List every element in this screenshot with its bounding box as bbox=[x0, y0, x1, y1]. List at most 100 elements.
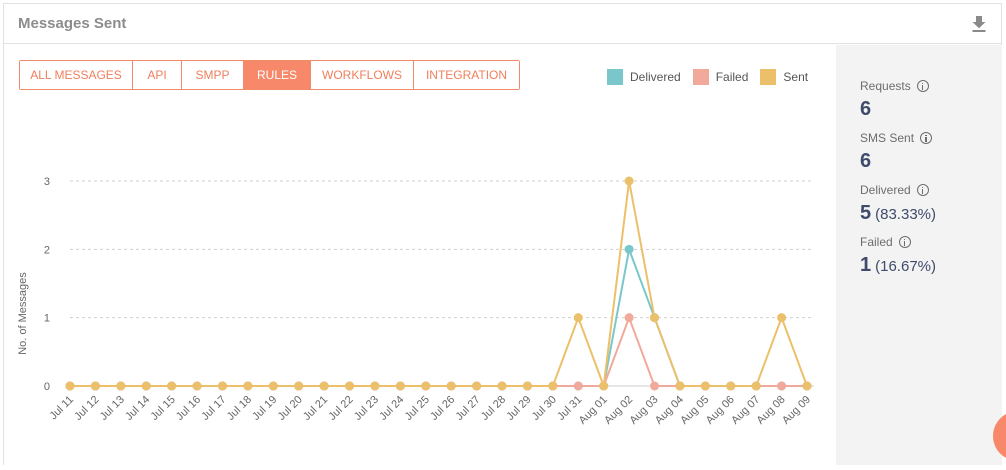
data-point-sent bbox=[141, 381, 151, 391]
data-point-failed bbox=[573, 381, 583, 391]
stat-requests-label-row: Requests bbox=[860, 79, 929, 93]
data-point-sent bbox=[370, 381, 380, 391]
data-point-sent bbox=[522, 381, 532, 391]
stat-requests-label: Requests bbox=[860, 79, 911, 93]
data-point-sent bbox=[167, 381, 177, 391]
stat-failed-label: Failed bbox=[860, 235, 893, 249]
data-point-failed bbox=[650, 381, 660, 391]
y-tick-label: 0 bbox=[44, 381, 50, 393]
data-point-sent bbox=[548, 381, 558, 391]
download-icon[interactable] bbox=[971, 15, 987, 33]
tab-integration[interactable]: INTEGRATION bbox=[414, 61, 519, 89]
data-point-sent bbox=[116, 381, 126, 391]
data-point-sent bbox=[421, 381, 431, 391]
legend-item-failed[interactable]: Failed bbox=[692, 69, 749, 85]
stat-sms-sent-label-row: SMS Sent bbox=[860, 131, 933, 145]
y-tick-label: 3 bbox=[44, 176, 50, 188]
x-tick-label: Aug 09 bbox=[780, 394, 813, 427]
stat-delivered-value: 5 bbox=[860, 202, 872, 224]
stat-delivered-label-row: Delivered bbox=[860, 183, 936, 197]
x-tick-label: Jul 22 bbox=[326, 394, 355, 423]
series-line-failed bbox=[70, 314, 807, 387]
data-point-sent bbox=[65, 381, 75, 391]
info-icon[interactable] bbox=[916, 184, 929, 196]
data-point-sent bbox=[675, 381, 685, 391]
stat-delivered-label: Delivered bbox=[860, 183, 911, 197]
x-tick-label: Jul 16 bbox=[174, 394, 203, 423]
x-tick-label: Jul 13 bbox=[98, 394, 127, 423]
info-icon[interactable] bbox=[898, 236, 911, 248]
legend-swatch-sent bbox=[760, 69, 777, 85]
data-point-sent bbox=[573, 313, 583, 323]
stat-delivered-value-row: 5 (83.33%) bbox=[860, 202, 936, 225]
data-point-sent bbox=[599, 381, 609, 391]
x-tick-label: Jul 15 bbox=[149, 394, 178, 423]
legend-item-delivered[interactable]: Delivered bbox=[607, 69, 681, 85]
data-point-sent bbox=[446, 381, 456, 391]
stat-failed-value-row: 1 (16.67%) bbox=[860, 254, 936, 277]
data-point-sent bbox=[319, 381, 329, 391]
legend-label-failed: Failed bbox=[715, 70, 749, 84]
data-point-sent bbox=[192, 381, 202, 391]
data-point-sent bbox=[777, 313, 787, 323]
stat-failed-pct: (16.67%) bbox=[875, 258, 936, 275]
data-point-delivered bbox=[624, 244, 634, 254]
messages-sent-card: Messages Sent ALL MESSAGES API SMPP RULE… bbox=[3, 3, 1002, 465]
x-tick-label: Jul 29 bbox=[504, 394, 533, 423]
y-tick-label: 1 bbox=[44, 313, 50, 325]
x-tick-label: Jul 23 bbox=[352, 394, 381, 423]
data-point-failed bbox=[624, 313, 634, 323]
legend-swatch-delivered bbox=[607, 69, 623, 85]
x-tick-label: Jul 27 bbox=[453, 394, 482, 423]
y-tick-label: 2 bbox=[44, 244, 50, 256]
data-point-sent bbox=[294, 381, 304, 391]
x-tick-label: Jul 14 bbox=[123, 394, 152, 423]
legend-item-sent[interactable]: Sent bbox=[760, 69, 808, 85]
chart-legend: Delivered Failed Sent bbox=[607, 69, 808, 85]
data-point-failed bbox=[777, 381, 787, 391]
data-point-sent bbox=[497, 381, 507, 391]
stat-sms-sent-label: SMS Sent bbox=[860, 131, 915, 145]
data-point-sent bbox=[90, 381, 100, 391]
data-point-sent bbox=[726, 381, 736, 391]
data-point-sent bbox=[472, 381, 482, 391]
series-line-sent bbox=[70, 180, 808, 387]
x-tick-label: Jul 17 bbox=[199, 394, 228, 423]
data-point-sent bbox=[624, 176, 634, 186]
legend-label-delivered: Delivered bbox=[630, 70, 681, 84]
x-tick-label: Jul 11 bbox=[47, 394, 76, 423]
card-header: Messages Sent bbox=[4, 4, 1001, 44]
stat-requests: Requests 6 bbox=[860, 79, 929, 121]
tab-smpp[interactable]: SMPP bbox=[182, 61, 244, 89]
x-tick-label: Jul 25 bbox=[403, 394, 432, 423]
stat-failed: Failed 1 (16.67%) bbox=[860, 235, 936, 277]
x-tick-label: Jul 12 bbox=[72, 394, 101, 423]
tab-all-messages[interactable]: ALL MESSAGES bbox=[20, 61, 133, 89]
legend-label-sent: Sent bbox=[783, 70, 809, 84]
stat-delivered: Delivered 5 (83.33%) bbox=[860, 183, 936, 225]
x-tick-label: Jul 19 bbox=[250, 394, 279, 423]
tab-rules[interactable]: RULES bbox=[244, 61, 311, 89]
card-title: Messages Sent bbox=[18, 15, 127, 32]
info-icon[interactable] bbox=[920, 132, 933, 144]
data-point-sent bbox=[700, 381, 710, 391]
stat-sms-sent-value: 6 bbox=[860, 150, 872, 172]
info-icon[interactable] bbox=[916, 80, 929, 92]
stat-sms-sent: SMS Sent 6 bbox=[860, 131, 933, 173]
stat-failed-label-row: Failed bbox=[860, 235, 936, 249]
tab-workflows[interactable]: WORKFLOWS bbox=[311, 61, 414, 89]
x-tick-label: Jul 18 bbox=[225, 394, 254, 423]
data-point-sent bbox=[751, 381, 761, 391]
x-tick-label: Jul 24 bbox=[377, 394, 406, 423]
y-axis-label: No. of Messages bbox=[17, 272, 29, 355]
data-point-sent bbox=[802, 381, 812, 391]
data-point-sent bbox=[243, 381, 253, 391]
x-tick-label: Jul 21 bbox=[301, 394, 330, 423]
channel-tabs: ALL MESSAGES API SMPP RULES WORKFLOWS IN… bbox=[19, 60, 520, 90]
tab-api[interactable]: API bbox=[133, 61, 182, 89]
data-point-sent bbox=[217, 381, 227, 391]
x-tick-label: Jul 30 bbox=[530, 394, 559, 423]
floating-action-button[interactable] bbox=[993, 411, 1006, 461]
legend-swatch-failed bbox=[692, 69, 709, 85]
